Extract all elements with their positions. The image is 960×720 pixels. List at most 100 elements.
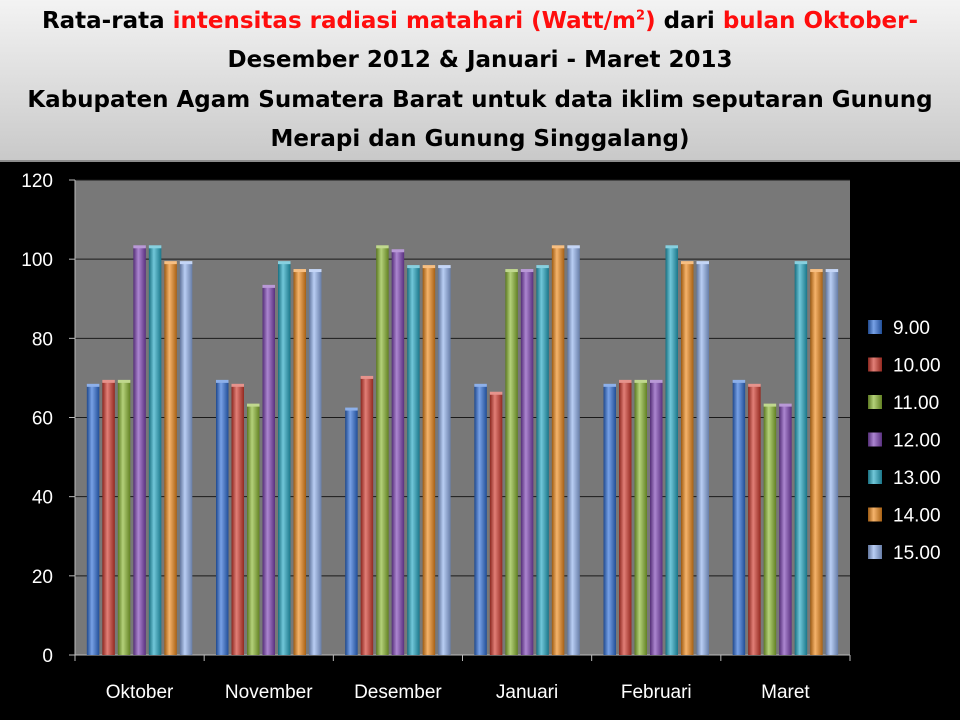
bar-maret-900 bbox=[732, 381, 746, 655]
title-line-3: Kabupaten Agam Sumatera Barat untuk data… bbox=[27, 87, 933, 113]
bar-top bbox=[681, 261, 694, 265]
legend-swatch-1500 bbox=[868, 545, 882, 559]
bar-januari-1300 bbox=[536, 267, 549, 655]
bar-top bbox=[164, 261, 177, 265]
title-text-1d: bulan Oktober- bbox=[722, 8, 919, 34]
title-line-4: Merapi dan Gunung Singgalang) bbox=[270, 126, 690, 152]
bar-maret-1200 bbox=[779, 405, 792, 655]
bar-desember-1200 bbox=[391, 251, 405, 655]
title-text-1b-main: intensitas radiasi matahari (Watt/m bbox=[172, 8, 637, 34]
bar-oktober-1500 bbox=[179, 263, 193, 655]
y-tick-label: 100 bbox=[21, 250, 53, 271]
bar-top bbox=[376, 245, 389, 249]
title-line-2: Desember 2012 & Januari - Maret 2013 bbox=[227, 47, 733, 73]
bar-top bbox=[474, 383, 487, 387]
y-tick-label: 120 bbox=[21, 171, 53, 192]
title-superscript: 2 bbox=[636, 8, 646, 24]
legend-label-900: 9.00 bbox=[893, 318, 930, 339]
bar-februari-900 bbox=[603, 385, 616, 655]
bar-top bbox=[86, 383, 100, 387]
bar-top bbox=[262, 284, 275, 288]
bar-desember-900 bbox=[345, 409, 358, 655]
y-tick-label: 60 bbox=[32, 409, 53, 430]
bar-januari-1000 bbox=[489, 393, 503, 655]
title-line-1: Rata-rata intensitas radiasi matahari (W… bbox=[0, 8, 960, 34]
x-tick-label-januari: Januari bbox=[496, 682, 558, 703]
legend-swatch-1300 bbox=[868, 470, 882, 484]
bar-februari-1400 bbox=[681, 263, 694, 655]
bar-desember-1100 bbox=[376, 247, 389, 655]
bar-maret-1100 bbox=[763, 405, 777, 655]
bar-top bbox=[650, 379, 663, 383]
title-text-1a: Rata-rata bbox=[41, 8, 173, 34]
bar-top bbox=[489, 391, 503, 395]
bar-februari-1300 bbox=[665, 247, 678, 655]
bar-november-1200 bbox=[262, 286, 275, 655]
x-tick-label-desember: Desember bbox=[354, 682, 442, 703]
y-tick-label: 0 bbox=[42, 646, 53, 667]
bar-top bbox=[634, 379, 647, 383]
bar-top bbox=[102, 379, 115, 383]
bar-oktober-1400 bbox=[164, 263, 177, 655]
bar-top bbox=[148, 245, 162, 249]
bar-januari-1100 bbox=[505, 271, 518, 655]
bar-januari-1400 bbox=[551, 247, 565, 655]
bar-oktober-1000 bbox=[102, 381, 115, 655]
bar-november-900 bbox=[216, 381, 229, 655]
legend-label-1300: 13.00 bbox=[893, 468, 941, 489]
legend-swatch-1000 bbox=[868, 357, 882, 372]
legend-label-1100: 11.00 bbox=[893, 393, 939, 414]
bar-november-1000 bbox=[231, 385, 244, 655]
legend-swatch-900 bbox=[868, 320, 882, 334]
bar-januari-900 bbox=[474, 385, 487, 655]
x-tick-label-oktober: Oktober bbox=[106, 682, 174, 703]
bar-top bbox=[732, 379, 746, 383]
x-tick-label-februari: Februari bbox=[621, 682, 692, 703]
bar-top bbox=[247, 403, 260, 407]
bar-desember-1500 bbox=[438, 267, 451, 655]
y-tick-label: 20 bbox=[32, 567, 53, 588]
legend-swatch-1100 bbox=[868, 395, 882, 409]
bar-maret-1000 bbox=[748, 385, 761, 655]
bar-maret-1500 bbox=[825, 271, 839, 655]
bar-top bbox=[345, 407, 358, 411]
bar-november-1500 bbox=[309, 271, 322, 655]
bar-februari-1500 bbox=[696, 263, 709, 655]
y-tick-label: 80 bbox=[32, 329, 53, 350]
bar-top bbox=[231, 383, 244, 387]
bar-top bbox=[825, 269, 839, 273]
bar-november-1400 bbox=[293, 271, 306, 655]
bar-top bbox=[665, 245, 678, 249]
legend-swatch-1200 bbox=[868, 432, 882, 447]
title-text-1b: intensitas radiasi matahari (Watt/m2) bbox=[173, 8, 656, 34]
legend-swatch-1400 bbox=[868, 507, 882, 522]
bar-oktober-1100 bbox=[117, 381, 131, 655]
bar-top bbox=[696, 261, 709, 265]
bar-top bbox=[603, 383, 616, 387]
bar-top bbox=[422, 265, 436, 269]
bar-top bbox=[520, 269, 534, 273]
bar-top bbox=[794, 261, 808, 265]
x-tick-label-maret: Maret bbox=[761, 682, 810, 703]
legend-label-1500: 15.00 bbox=[893, 543, 941, 564]
bar-top bbox=[278, 261, 291, 265]
bar-top bbox=[551, 245, 565, 249]
bar-oktober-900 bbox=[86, 385, 100, 655]
bar-top bbox=[810, 269, 823, 273]
bar-november-1300 bbox=[278, 263, 291, 655]
bar-top bbox=[748, 383, 761, 387]
bar-top bbox=[536, 265, 549, 269]
bar-top bbox=[779, 403, 792, 407]
bar-top bbox=[505, 269, 518, 273]
bar-chart: 0 20 40 60 80 100 120 Oktober November Desember Ja… bbox=[21, 171, 941, 703]
bar-top bbox=[216, 379, 229, 383]
bar-desember-1400 bbox=[422, 267, 436, 655]
bar-maret-1400 bbox=[810, 271, 823, 655]
bar-top bbox=[293, 269, 306, 273]
legend-label-1000: 10.00 bbox=[893, 356, 941, 377]
bar-oktober-1200 bbox=[133, 247, 146, 655]
bar-top bbox=[763, 403, 777, 407]
bar-januari-1500 bbox=[567, 247, 580, 655]
title-text-1b-end: ) bbox=[645, 8, 656, 34]
bar-top bbox=[309, 269, 322, 273]
